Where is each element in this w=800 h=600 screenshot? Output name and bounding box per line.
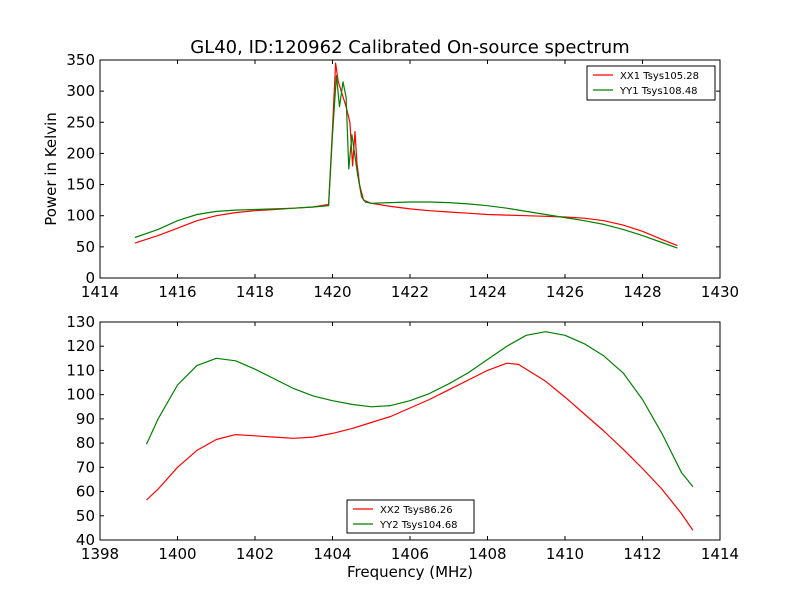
top-series-line-2	[134, 75, 678, 249]
legend-label: XX2 Tsys86.26	[380, 505, 453, 516]
y-tick-label: 100	[66, 386, 95, 404]
y-tick-label: 110	[66, 361, 95, 379]
bottom-x-axis-label: Frequency (MHz)	[347, 563, 473, 581]
top-axis-ticks: 1414 1416 1418 1420 1422 1424 1426 1428 1430 0 50 1…	[66, 51, 739, 301]
x-tick-label: 1400	[158, 545, 196, 563]
x-tick-label: 1422	[391, 283, 429, 301]
y-tick-label: 150	[66, 176, 95, 194]
legend-label: XX1 Tsys105.28	[620, 71, 699, 82]
top-series-lines	[134, 62, 678, 249]
x-tick-label: 1430	[701, 283, 739, 301]
x-tick-label: 1402	[236, 545, 274, 563]
y-tick-label: 50	[76, 507, 95, 525]
y-tick-label: 40	[76, 531, 95, 549]
x-tick-label: 1414	[81, 283, 119, 301]
x-tick-label: 1428	[623, 283, 661, 301]
y-tick-label: 130	[66, 313, 95, 331]
x-tick-label: 1426	[546, 283, 584, 301]
y-tick-label: 60	[76, 483, 95, 501]
x-tick-label: 1398	[81, 545, 119, 563]
y-tick-label: 70	[76, 458, 95, 476]
x-tick-label: 1424	[468, 283, 506, 301]
y-tick-label: 300	[66, 82, 95, 100]
top-y-axis-label: Power in Kelvin	[42, 112, 60, 226]
legend-label: YY2 Tsys104.68	[379, 520, 458, 531]
y-tick-label: 90	[76, 410, 95, 428]
top-legend: XX1 Tsys105.28 YY1 Tsys108.48	[586, 65, 716, 101]
bottom-series-lines	[145, 331, 694, 531]
y-tick-label: 350	[66, 51, 95, 69]
y-tick-label: 120	[66, 337, 95, 355]
top-subplot: 1414 1416 1418 1420 1422 1424 1426 1428 1430 0 50 1…	[42, 51, 739, 301]
x-tick-label: 1408	[468, 545, 506, 563]
bottom-series-line-2	[145, 331, 694, 488]
y-tick-label: 0	[85, 269, 95, 287]
x-tick-label: 1414	[701, 545, 739, 563]
y-tick-label: 200	[66, 144, 95, 162]
legend-box	[346, 499, 475, 534]
bottom-subplot: 1398 1400 1402 1404 1406 1408 1410 1412 1414 40 50…	[66, 313, 739, 581]
legend-box	[586, 65, 716, 101]
bottom-legend: XX2 Tsys86.26 YY2 Tsys104.68	[346, 499, 475, 534]
bottom-axis-ticks: 1398 1400 1402 1404 1406 1408 1410 1412 1414 40 50…	[66, 313, 739, 563]
y-tick-label: 100	[66, 207, 95, 225]
y-tick-label: 250	[66, 113, 95, 131]
x-tick-label: 1410	[546, 545, 584, 563]
x-tick-label: 1412	[623, 545, 661, 563]
x-tick-label: 1418	[236, 283, 274, 301]
y-tick-label: 50	[76, 238, 95, 256]
x-tick-label: 1420	[313, 283, 351, 301]
bottom-series-line-1	[146, 362, 694, 531]
figure-title: GL40, ID:120962 Calibrated On-source spe…	[190, 37, 629, 58]
x-tick-label: 1416	[158, 283, 196, 301]
x-tick-label: 1404	[313, 545, 351, 563]
x-tick-label: 1406	[391, 545, 429, 563]
legend-label: YY1 Tsys108.48	[619, 86, 698, 97]
y-tick-label: 80	[76, 434, 95, 452]
